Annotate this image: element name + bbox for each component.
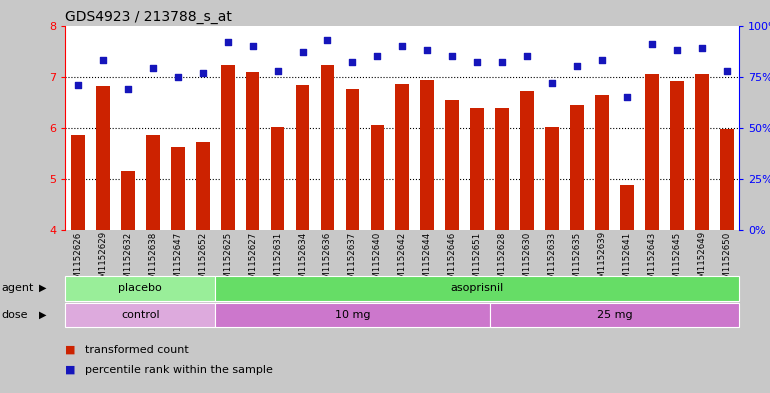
Point: [721, 67, 733, 73]
Bar: [221, 65, 235, 230]
Text: ▶: ▶: [38, 283, 46, 293]
Bar: [246, 72, 259, 230]
Point: [396, 43, 408, 49]
Point: [521, 53, 534, 59]
Point: [122, 86, 134, 92]
Bar: [545, 127, 559, 230]
Text: dose: dose: [2, 310, 28, 320]
Bar: [320, 65, 334, 230]
Text: asoprisnil: asoprisnil: [450, 283, 504, 293]
Bar: [215, 276, 739, 301]
Bar: [296, 85, 310, 230]
Text: placebo: placebo: [119, 283, 162, 293]
Point: [196, 70, 209, 76]
Point: [296, 49, 309, 55]
Text: 25 mg: 25 mg: [597, 310, 632, 320]
Text: ▶: ▶: [38, 310, 46, 320]
Text: transformed count: transformed count: [85, 345, 189, 355]
Point: [172, 73, 184, 80]
Text: GDS4923 / 213788_s_at: GDS4923 / 213788_s_at: [65, 10, 233, 24]
Bar: [196, 142, 209, 230]
Point: [246, 43, 259, 49]
Point: [346, 59, 359, 66]
Bar: [695, 74, 708, 230]
Point: [72, 82, 84, 88]
Point: [471, 59, 484, 66]
Bar: [620, 185, 634, 230]
Bar: [645, 74, 658, 230]
Text: percentile rank within the sample: percentile rank within the sample: [85, 365, 273, 375]
Bar: [65, 276, 215, 301]
Bar: [720, 129, 734, 230]
Bar: [490, 303, 739, 327]
Point: [646, 41, 658, 47]
Bar: [420, 80, 434, 230]
Point: [421, 47, 434, 53]
Text: control: control: [121, 310, 159, 320]
Point: [596, 57, 608, 63]
Bar: [215, 303, 490, 327]
Point: [321, 37, 333, 43]
Point: [222, 39, 234, 45]
Bar: [396, 84, 409, 230]
Bar: [121, 171, 135, 230]
Point: [146, 65, 159, 72]
Point: [571, 63, 583, 70]
Bar: [445, 99, 459, 230]
Bar: [96, 86, 110, 230]
Bar: [670, 81, 684, 230]
Bar: [570, 105, 584, 230]
Bar: [595, 94, 609, 230]
Text: ■: ■: [65, 365, 76, 375]
Bar: [171, 147, 185, 230]
Point: [97, 57, 109, 63]
Point: [371, 53, 383, 59]
Bar: [271, 127, 284, 230]
Point: [446, 53, 458, 59]
Text: agent: agent: [2, 283, 34, 293]
Text: ■: ■: [65, 345, 76, 355]
Point: [271, 67, 283, 73]
Bar: [495, 108, 509, 230]
Point: [546, 80, 558, 86]
Bar: [146, 135, 159, 230]
Point: [671, 47, 683, 53]
Bar: [370, 125, 384, 230]
Bar: [71, 135, 85, 230]
Point: [695, 45, 708, 51]
Bar: [346, 89, 360, 230]
Point: [621, 94, 633, 100]
Point: [496, 59, 508, 66]
Bar: [470, 108, 484, 230]
Text: 10 mg: 10 mg: [335, 310, 370, 320]
Bar: [65, 303, 215, 327]
Bar: [521, 91, 534, 230]
